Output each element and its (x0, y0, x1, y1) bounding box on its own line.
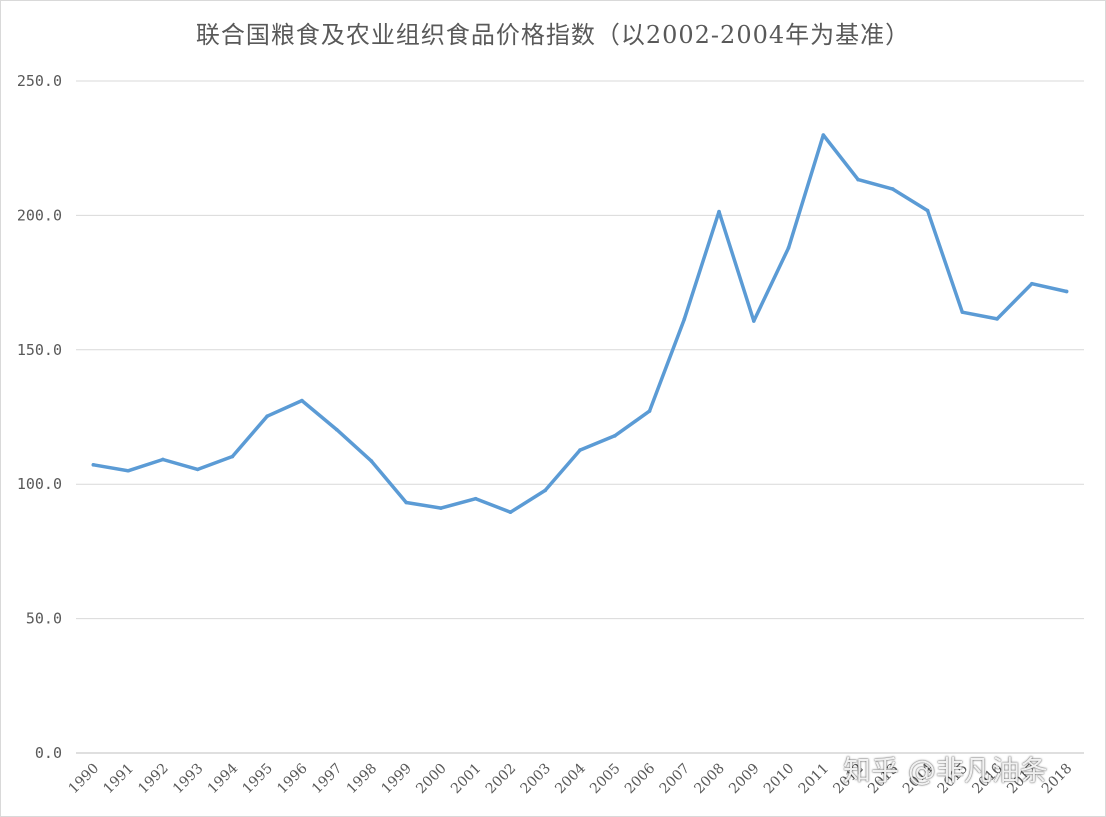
data-point (925, 208, 930, 213)
data-point (300, 398, 304, 403)
data-point (126, 468, 130, 473)
data-point (1064, 289, 1069, 294)
gridlines (76, 80, 1084, 620)
x-tick-label: 1993 (170, 761, 207, 798)
x-tick-label: 1990 (66, 761, 103, 798)
x-tick-label: 1995 (239, 761, 276, 798)
data-point (682, 317, 687, 321)
data-point (647, 409, 652, 413)
x-tick-label: 1996 (274, 760, 311, 797)
x-tick-label: 2009 (726, 761, 763, 798)
y-tick-label: 50.0 (26, 610, 62, 628)
x-tick-label: 1994 (205, 760, 242, 797)
x-tick-label: 2002 (483, 761, 520, 798)
x-tick-label: 1999 (379, 761, 416, 798)
data-point (856, 177, 860, 182)
y-tick-label: 150.0 (17, 341, 62, 359)
x-tick-label: 2003 (518, 761, 555, 798)
y-tick-label: 250.0 (17, 72, 62, 90)
data-point (473, 496, 478, 501)
x-tick-label: 1992 (135, 761, 172, 798)
x-tick-label: 2007 (657, 761, 694, 798)
data-point (195, 467, 200, 472)
data-point (995, 317, 999, 321)
data-point (508, 510, 513, 514)
data-point (821, 133, 826, 137)
series-layer (91, 133, 1069, 514)
x-tick-label: 2011 (796, 761, 833, 798)
data-point (960, 310, 965, 314)
data-point (717, 209, 721, 214)
data-point (786, 245, 791, 250)
x-tick-label: 2005 (587, 761, 624, 798)
data-point (891, 187, 895, 191)
x-tick-label: 1998 (344, 761, 381, 798)
y-axis-ticks: 0.0 50.0 100.0 150.0 200.0 250.0 (17, 72, 62, 762)
data-point (1030, 281, 1034, 286)
data-point (751, 319, 756, 323)
data-point (230, 454, 235, 459)
chart-title: 联合国粮食及农业组织食品价格指数（以2002-2004年为基准） (195, 21, 911, 49)
x-tick-label: 2001 (448, 761, 485, 798)
x-tick-label: 2000 (413, 761, 450, 798)
watermark: 知乎 @非凡油条 (843, 754, 1048, 787)
data-point (91, 463, 96, 467)
x-tick-label: 2008 (691, 761, 728, 798)
data-point (578, 448, 582, 452)
data-point (161, 457, 165, 462)
y-tick-label: 100.0 (17, 475, 62, 493)
series-line (91, 133, 1069, 514)
y-tick-label: 200.0 (17, 206, 62, 224)
y-tick-label: 0.0 (35, 744, 62, 762)
data-point (369, 459, 374, 463)
data-point (612, 434, 617, 438)
data-point (334, 427, 339, 432)
data-point (543, 488, 548, 493)
data-point (265, 414, 269, 418)
x-tick-label: 1997 (309, 761, 346, 798)
x-tick-label: 2010 (761, 761, 798, 798)
x-tick-label: 1991 (100, 761, 137, 798)
data-point (439, 506, 443, 510)
x-tick-label: 2004 (552, 760, 589, 797)
data-point (404, 500, 409, 505)
x-tick-label: 2006 (622, 760, 659, 797)
